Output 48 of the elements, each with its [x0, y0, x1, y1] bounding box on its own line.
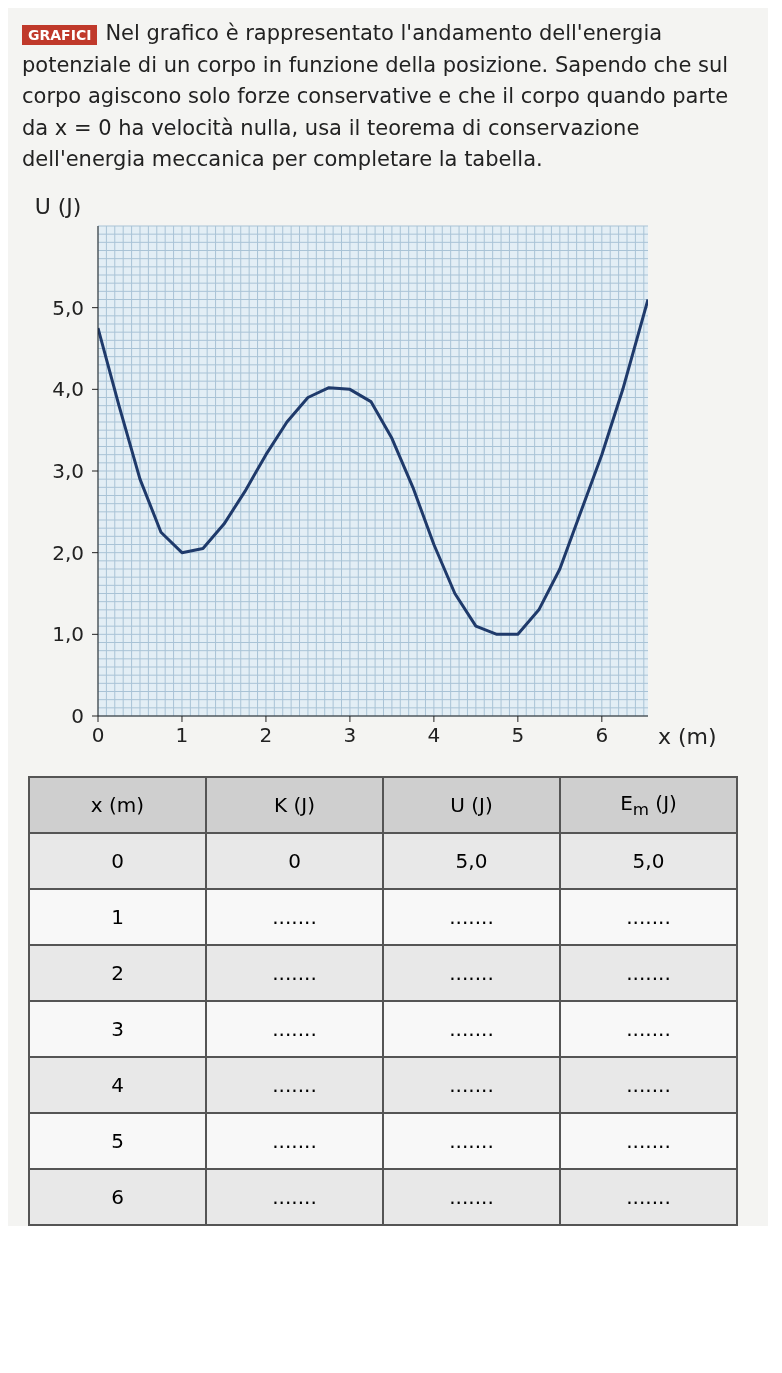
text: ....... [206, 944, 383, 1001]
text: 2 [29, 944, 206, 1001]
text: ....... [560, 1168, 737, 1225]
text: 6 [29, 1168, 206, 1225]
y-tick-label: 2,0 [52, 540, 84, 565]
text: 0 [206, 832, 383, 889]
text: x (m) [29, 776, 206, 833]
x-tick-label: 2 [259, 722, 273, 747]
text: 5,0 [383, 832, 560, 889]
text: ....... [383, 888, 560, 945]
text: 5,0 [560, 832, 737, 889]
y-tick-label: 0 [71, 703, 84, 728]
text: ....... [560, 1112, 737, 1169]
text: 1 [29, 888, 206, 945]
x-tick-label: 5 [511, 722, 525, 747]
chart-subtitle: GRAFICI [22, 25, 98, 45]
x-tick-label: 4 [427, 722, 441, 747]
text: 5 [29, 1112, 206, 1169]
text: ....... [206, 888, 383, 945]
y-tick-label: 3,0 [52, 458, 84, 483]
text: ....... [383, 1000, 560, 1057]
text: ....... [206, 1000, 383, 1057]
x-tick-label: 3 [343, 722, 357, 747]
text: 3 [29, 1000, 206, 1057]
text: ....... [206, 1056, 383, 1113]
text: ....... [560, 1056, 737, 1113]
text: ....... [560, 1000, 737, 1057]
text: ....... [560, 888, 737, 945]
text: ....... [560, 944, 737, 1001]
y-tick-label: 5,0 [52, 295, 84, 320]
text: ....... [206, 1112, 383, 1169]
text: ....... [383, 1168, 560, 1225]
text: 4 [29, 1056, 206, 1113]
text: ....... [383, 1112, 560, 1169]
text: K (J) [206, 776, 383, 833]
x-tick-label: 1 [175, 722, 189, 747]
text: U (J) [383, 776, 560, 833]
text: ....... [206, 1168, 383, 1225]
text: E$_{m}$ (J) [560, 776, 737, 833]
text: ....... [383, 944, 560, 1001]
x-axis-title: x (m) [658, 723, 717, 749]
y-tick-label: 4,0 [52, 376, 84, 401]
y-tick-label: 1,0 [52, 621, 84, 646]
text: ....... [383, 1056, 560, 1113]
line-series [98, 297, 648, 636]
x-tick-label: 0 [91, 722, 105, 747]
x-tick-label: 6 [595, 722, 609, 747]
y-axis-title: U (J) [34, 193, 82, 219]
